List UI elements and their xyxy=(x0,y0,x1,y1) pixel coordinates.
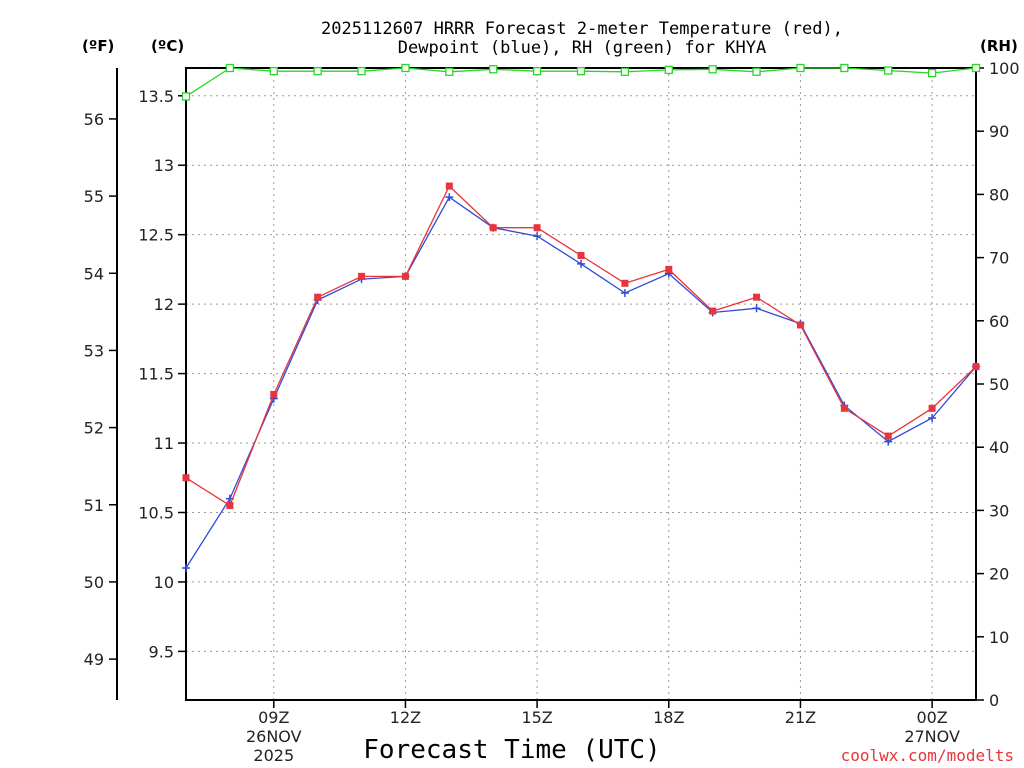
celsius-tick-label: 12 xyxy=(154,295,174,314)
celsius-tick-label: 13 xyxy=(154,156,174,175)
rh-point xyxy=(269,67,278,76)
temperature-point xyxy=(445,182,453,190)
temperature-point xyxy=(533,224,541,232)
celsius-tick-label: 10.5 xyxy=(138,503,174,522)
rh-point xyxy=(664,65,673,75)
plot-frame xyxy=(185,67,977,701)
rh-point xyxy=(927,68,937,78)
rh-tick-label: 0 xyxy=(989,691,999,710)
dewpoint-point xyxy=(577,259,585,268)
temperature-line xyxy=(185,185,977,507)
rh-tick-label: 80 xyxy=(989,185,1009,204)
temperature-point xyxy=(182,474,190,482)
celsius-tick-label: 9.5 xyxy=(149,642,174,661)
rh-point xyxy=(225,63,235,73)
time-tick-label: 12Z xyxy=(390,708,421,727)
rh-point xyxy=(884,66,893,75)
rh-point xyxy=(708,65,717,74)
fahrenheit-tick-label: 53 xyxy=(84,341,104,360)
dewpoint-point xyxy=(182,564,190,573)
dewpoint-point xyxy=(928,414,937,423)
rh-tick-label: 10 xyxy=(989,628,1009,647)
temperature-point xyxy=(577,252,585,260)
x-axis-label: Forecast Time (UTC) xyxy=(363,735,660,765)
rh-tick-label: 70 xyxy=(989,249,1009,268)
fahrenheit-unit-label: (ºF) xyxy=(82,37,114,55)
rh-tick-label: 50 xyxy=(989,375,1009,394)
rh-tick-label: 60 xyxy=(989,312,1009,331)
temperature-point xyxy=(709,307,717,315)
temperature-point xyxy=(884,432,892,440)
temperature-point xyxy=(840,404,848,412)
axis-ticks: 9.5 10 10.5 11 11.5 12 12.5 13 13.5 49 50 51 52 53 54 5… xyxy=(84,59,1020,765)
celsius-unit-label: (ºC) xyxy=(151,37,184,55)
celsius-tick-label: 11.5 xyxy=(138,365,174,384)
time-tick-date: 26NOV xyxy=(246,727,302,746)
temperature-point xyxy=(665,265,673,273)
celsius-tick-label: 11 xyxy=(154,434,174,453)
temperature-point xyxy=(314,293,322,301)
fahrenheit-tick-label: 51 xyxy=(84,496,104,515)
rh-point xyxy=(532,67,542,76)
rh-tick-label: 20 xyxy=(989,565,1009,584)
rh-tick-label: 100 xyxy=(989,59,1020,78)
time-tick-label: 21Z xyxy=(785,708,816,727)
dewpoint-point xyxy=(752,304,761,313)
rh-tick-label: 90 xyxy=(989,122,1009,141)
celsius-tick-label: 10 xyxy=(154,573,174,592)
temperature-point xyxy=(753,293,761,301)
rh-point xyxy=(313,67,322,76)
fahrenheit-tick-label: 49 xyxy=(84,650,104,669)
dewpoint-point xyxy=(620,289,629,298)
gridlines xyxy=(186,68,976,700)
temperature-point xyxy=(928,404,936,412)
temperature-point xyxy=(621,279,629,287)
temperature-point xyxy=(489,224,497,232)
chart-title-line2: Dewpoint (blue), RH (green) for KHYA xyxy=(398,38,766,58)
rh-point xyxy=(489,65,498,74)
rh-unit-label: (RH) xyxy=(980,37,1018,55)
dewpoint-point xyxy=(533,232,542,241)
rh-point xyxy=(620,67,630,76)
temperature-point xyxy=(796,321,804,329)
rh-point xyxy=(971,63,981,73)
dewpoint-point xyxy=(445,193,454,202)
temperature-point xyxy=(972,363,980,371)
rh-point xyxy=(357,67,366,76)
time-tick-label: 18Z xyxy=(653,708,684,727)
rh-tick-label: 40 xyxy=(989,438,1009,457)
time-tick-date: 27NOV xyxy=(904,727,960,746)
time-tick-label: 00Z xyxy=(916,708,947,727)
temperature-point xyxy=(358,272,366,280)
rh-tick-label: 30 xyxy=(989,501,1009,520)
rh-point xyxy=(181,92,191,101)
fahrenheit-tick-label: 54 xyxy=(84,264,104,283)
time-tick-label: 15Z xyxy=(521,708,552,727)
time-tick-label: 09Z xyxy=(258,708,289,727)
fahrenheit-tick-label: 56 xyxy=(84,110,104,129)
time-tick-year: 2025 xyxy=(253,746,294,765)
rh-point xyxy=(840,63,849,73)
chart-title-line1: 2025112607 HRRR Forecast 2-meter Tempera… xyxy=(321,19,843,39)
credit-text: coolwx.com/modelts xyxy=(841,746,1014,765)
celsius-tick-label: 12.5 xyxy=(138,226,174,245)
celsius-tick-label: 13.5 xyxy=(138,87,174,106)
temperature-point xyxy=(226,502,234,510)
fahrenheit-tick-label: 52 xyxy=(84,419,104,438)
temperature-point xyxy=(270,390,278,398)
rh-point xyxy=(752,67,761,76)
data-series xyxy=(181,63,981,573)
rh-point xyxy=(401,63,410,73)
rh-point xyxy=(796,63,805,73)
rh-point xyxy=(445,67,454,76)
fahrenheit-tick-label: 50 xyxy=(84,573,104,592)
temperature-point xyxy=(401,272,409,280)
rh-point xyxy=(576,67,586,76)
fahrenheit-tick-label: 55 xyxy=(84,187,104,206)
